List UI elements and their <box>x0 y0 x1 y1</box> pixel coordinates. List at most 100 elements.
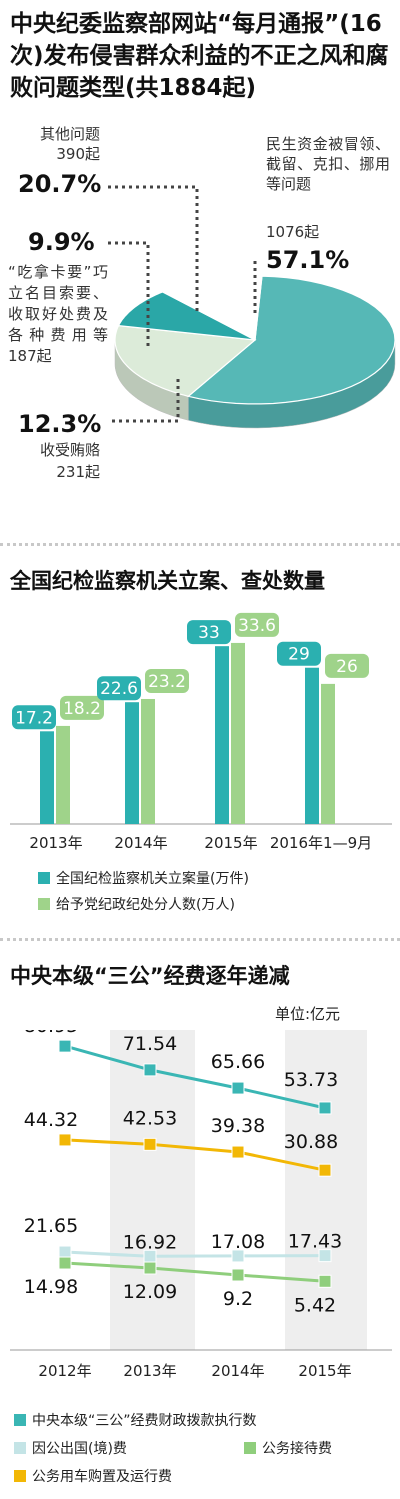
bar-value-tag <box>97 676 141 701</box>
line-value-label: 16.92 <box>123 1231 177 1253</box>
line-value-label: 17.08 <box>211 1231 265 1253</box>
bar-category-label: 2013年 <box>29 834 82 852</box>
bar-cases <box>40 731 54 824</box>
label-bribery-pct: 12.3% <box>18 410 102 438</box>
line-point <box>318 1249 332 1263</box>
legend-swatch-cases <box>38 872 50 884</box>
line-point <box>318 1163 332 1177</box>
line-point <box>231 1081 245 1095</box>
label-bribery-count: 231起 <box>56 463 100 481</box>
line-category-label: 2013年 <box>123 1362 176 1380</box>
label-livelihood-pct: 57.1% <box>266 246 350 274</box>
bar-value-label: 29 <box>288 645 310 665</box>
bar-chart-title: 全国纪检监察机关立案、查处数量 <box>10 569 325 593</box>
bar-value-tag <box>235 612 279 637</box>
line-legend-item-reception: 公务接待费 <box>244 1438 332 1458</box>
line-chart-title: 中央本级“三公”经费逐年递减 <box>10 964 290 988</box>
pie-chart-title: 中央纪委监察部网站“每月通报”(16次)发布侵害群众利益的不正之风和腐败问题类型… <box>10 11 389 101</box>
line-series-3 <box>64 1261 326 1283</box>
pie-slice-0 <box>186 275 396 405</box>
bar-value-label: 18.2 <box>63 699 101 719</box>
label-livelihood-title: 民生资金被冒领、截留、克扣、挪用等问题 <box>266 135 390 193</box>
line-value-label: 5.42 <box>294 1294 336 1316</box>
line-value-label: 12.09 <box>123 1281 177 1303</box>
pie-leader-lines <box>108 185 257 423</box>
line-value-label: 14.98 <box>24 1276 78 1298</box>
line-point <box>58 1256 72 1270</box>
line-value-label: 39.38 <box>211 1115 265 1137</box>
legend-swatch-reception <box>244 1442 256 1454</box>
section-divider <box>0 543 400 546</box>
bar-cases <box>125 702 139 824</box>
bar-value-label: 23.2 <box>148 672 186 692</box>
line-point <box>58 1133 72 1147</box>
unit-label: 单位:亿元 <box>275 1005 341 1023</box>
column-band <box>110 1030 195 1350</box>
line-point <box>143 1261 157 1275</box>
label-bribe-demand-title: “吃拿卡要”巧立名目索要、收取好处费及各种费用等187起 <box>8 263 108 365</box>
bar-category-label: 2014年 <box>114 834 167 852</box>
line-value-label: 42.53 <box>123 1107 177 1129</box>
legend-swatch-abroad <box>14 1442 26 1454</box>
label-livelihood-count: 1076起 <box>266 223 320 241</box>
line-category-label: 2012年 <box>38 1362 91 1380</box>
legend-swatch-total <box>14 1414 26 1426</box>
bar-value-tag <box>325 653 369 678</box>
line-chart: 2012年 2013年 2014年 2015年 80.95 71.54 65.66 53.73… <box>10 1030 392 1380</box>
bar-value-label: 33 <box>198 623 220 643</box>
bar-value-tag <box>12 705 56 730</box>
bar-value-tag <box>145 668 189 693</box>
line-value-label: 9.2 <box>223 1288 253 1310</box>
bar-value-label: 33.6 <box>238 616 276 636</box>
pie-slice-1 <box>114 324 257 397</box>
label-other-title: 其他问题 <box>39 125 100 143</box>
line-series-1 <box>64 1138 326 1172</box>
line-point <box>231 1249 245 1263</box>
bar-category-label: 2015年 <box>204 834 257 852</box>
line-legend-item-abroad: 因公出国(境)费 <box>14 1438 127 1458</box>
bar-value-tag <box>187 620 231 645</box>
line-series-0 <box>64 1044 326 1110</box>
label-bribe-demand-pct: 9.9% <box>28 228 95 256</box>
leader-line-bribery <box>112 375 180 423</box>
pie-chart <box>108 185 396 429</box>
line-value-label: 30.88 <box>284 1131 338 1153</box>
line-legend-item-cars: 公务用车购置及运行费 <box>14 1466 172 1486</box>
line-legend-item-total: 中央本级“三公”经费财政拨款执行数 <box>14 1410 257 1430</box>
pie-slice-3 <box>161 275 263 341</box>
bar-value-tag <box>277 641 321 666</box>
bar-punished <box>141 698 155 824</box>
bar-value-label: 26 <box>336 657 358 677</box>
line-value-label: 53.73 <box>284 1069 338 1091</box>
label-other-count: 390起 <box>56 145 100 163</box>
pie-slice-2 <box>117 291 256 341</box>
bar-category-label: 2016年1—9月 <box>270 834 372 852</box>
line-point <box>58 1039 72 1053</box>
line-point <box>143 1137 157 1151</box>
line-value-label: 80.95 <box>24 1030 78 1037</box>
bar-value-label: 22.6 <box>100 679 138 699</box>
leader-line-other <box>108 185 199 315</box>
bar-legend-item-cases: 全国纪检监察机关立案量(万件) <box>38 868 249 888</box>
line-point <box>318 1274 332 1288</box>
line-category-label: 2014年 <box>211 1362 264 1380</box>
line-value-label: 65.66 <box>211 1051 265 1073</box>
legend-swatch-punished <box>38 898 50 910</box>
bar-value-tag <box>60 695 104 720</box>
line-value-label: 44.32 <box>24 1109 78 1131</box>
bar-cases <box>215 646 229 824</box>
line-value-label: 21.65 <box>24 1215 78 1237</box>
bar-legend-item-punished: 给予党纪政纪处分人数(万人) <box>38 894 235 914</box>
column-band <box>285 1030 367 1350</box>
label-bribery-title: 收受贿赂 <box>39 441 100 459</box>
line-point <box>58 1245 72 1259</box>
bar-chart: 17.2 18.2 2013年 22.6 23.2 2014年 33 33.6 2015年 29 2… <box>10 612 392 852</box>
bar-cases <box>305 667 319 824</box>
line-point <box>231 1145 245 1159</box>
legend-swatch-cars <box>14 1470 26 1482</box>
line-point <box>318 1101 332 1115</box>
line-value-label: 71.54 <box>123 1033 177 1055</box>
label-other-pct: 20.7% <box>18 170 102 198</box>
line-value-label: 17.43 <box>288 1231 342 1253</box>
bar-punished <box>321 683 335 824</box>
